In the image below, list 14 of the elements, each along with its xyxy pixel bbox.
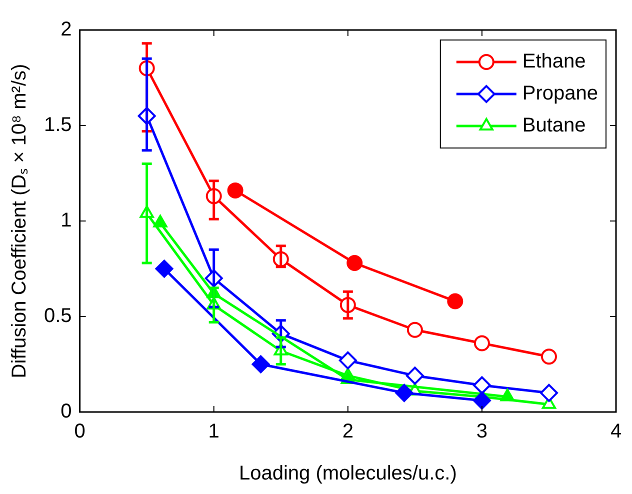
x-tick-label: 1: [208, 420, 220, 443]
x-tick-label: 4: [610, 420, 622, 443]
x-tick-label: 2: [342, 420, 354, 443]
legend-label: Propane: [522, 82, 598, 105]
y-tick-label: 0: [60, 400, 72, 423]
y-axis-title: Diffusion Coefficient (Dₛ × 10⁸ m²/s): [8, 64, 31, 378]
x-axis-title: Loading (molecules/u.c.): [238, 462, 457, 485]
legend-label: Ethane: [522, 50, 586, 73]
x-tick-label: 3: [476, 420, 488, 443]
y-tick-label: 1: [60, 210, 72, 232]
y-tick-label: 2: [60, 18, 72, 41]
y-tick-label: 0.5: [44, 305, 72, 328]
y-tick-label: 1.5: [44, 114, 72, 136]
legend-label: Butane: [522, 114, 586, 137]
